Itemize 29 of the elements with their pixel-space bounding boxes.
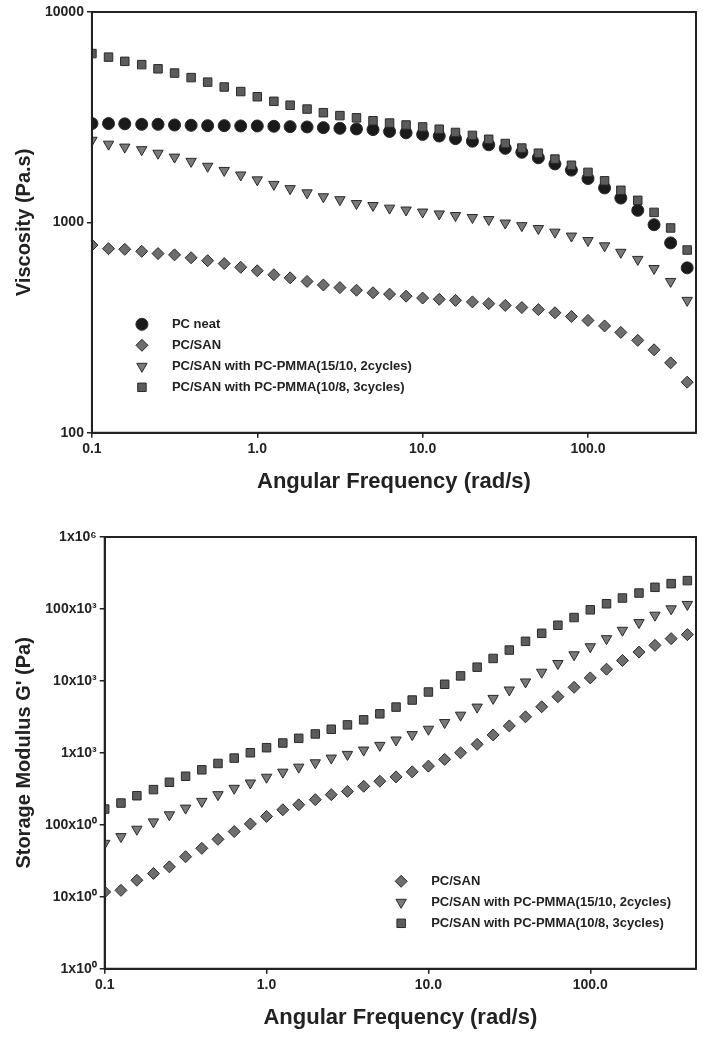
y-tick-label: 10000 <box>44 2 85 19</box>
x-axis-title: Angular Frequency (rad/s) <box>263 1003 538 1029</box>
y-tick-label: 1x10³ <box>60 743 98 760</box>
y-tick-label: 1000 <box>52 213 85 230</box>
y-axis-title: Viscosity (Pa.s) <box>11 148 34 297</box>
x-tick-label: 1.0 <box>247 440 268 457</box>
legend-label: PC/SAN with PC-PMMA(15/10, 2cycles) <box>431 893 672 909</box>
y-tick-label: 100 <box>60 423 85 440</box>
x-tick-label: 0.1 <box>94 976 115 993</box>
legend-label: PC/SAN with PC-PMMA(15/10, 2cycles) <box>171 357 412 373</box>
x-tick-label: 0.1 <box>82 440 102 457</box>
y-tick-label: 10x10³ <box>53 671 98 688</box>
legend-label: PC/SAN <box>431 872 481 888</box>
x-tick-label: 100.0 <box>570 440 606 457</box>
y-tick-label: 100x10⁰ <box>45 815 97 832</box>
x-axis-title: Angular Frequency (rad/s) <box>257 467 531 493</box>
x-tick-label: 1.0 <box>256 976 277 993</box>
y-tick-label: 1x10⁰ <box>60 959 97 976</box>
y-tick-label: 1x10⁶ <box>59 527 97 544</box>
y-axis-title: Storage Modulus G' (Pa) <box>11 637 34 869</box>
x-tick-label: 10.0 <box>409 440 437 457</box>
legend-label: PC/SAN with PC-PMMA(10/8, 3cycles) <box>431 914 664 930</box>
y-tick-label: 10x10⁰ <box>52 887 97 904</box>
x-tick-label: 100.0 <box>572 976 608 993</box>
x-tick-label: 10.0 <box>414 976 443 993</box>
legend-label: PC/SAN <box>171 336 222 352</box>
y-tick-label: 100x10³ <box>45 599 98 616</box>
legend-label: PC/SAN with PC-PMMA(10/8, 3cycles) <box>171 378 405 394</box>
legend-label: PC neat <box>171 315 221 331</box>
